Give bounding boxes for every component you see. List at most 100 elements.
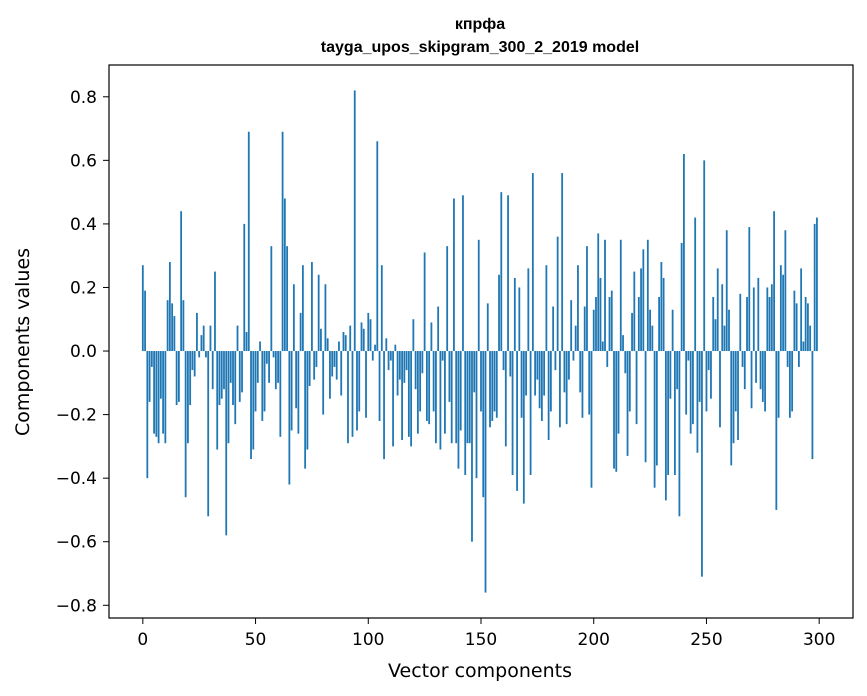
bar-component-190 [570, 300, 573, 352]
bar-component-163 [509, 351, 512, 377]
bar-component-83 [329, 351, 331, 399]
bar-component-188 [565, 351, 568, 425]
bar-component-283 [779, 265, 782, 352]
bar-component-251 [707, 351, 710, 371]
bar-component-277 [766, 287, 769, 352]
bar-component-276 [764, 351, 766, 412]
bar-component-36 [223, 351, 225, 390]
bar-component-177 [540, 351, 543, 421]
bar-component-139 [455, 351, 458, 444]
y-tick-label: 0.2 [70, 278, 97, 298]
bar-component-145 [468, 351, 471, 444]
bar-component-71 [301, 265, 304, 352]
bar-component-252 [710, 351, 712, 399]
y-tick-label: 0.0 [70, 342, 97, 362]
bar-component-156 [493, 351, 496, 412]
bar-component-176 [538, 351, 541, 409]
x-tick-label: 50 [245, 630, 267, 650]
bar-component-82 [326, 338, 329, 352]
bar-component-0 [141, 265, 144, 352]
bar-component-273 [757, 277, 760, 352]
bar-component-126 [425, 351, 428, 421]
bar-component-121 [414, 351, 417, 390]
bar-component-103 [374, 344, 376, 352]
bar-component-120 [412, 319, 415, 352]
bar-component-20 [187, 351, 189, 444]
y-tick-label: 0.8 [70, 88, 97, 108]
bar-component-98 [362, 328, 365, 352]
bar-component-8 [159, 351, 162, 399]
bar-component-89 [342, 331, 345, 352]
bar-component-33 [216, 351, 219, 450]
bar-component-153 [486, 303, 489, 352]
bar-component-92 [349, 325, 352, 352]
bar-component-174 [534, 351, 537, 396]
bar-component-63 [283, 198, 286, 352]
bar-component-143 [464, 351, 467, 475]
bar-component-78 [317, 274, 320, 352]
bar-component-18 [182, 300, 185, 352]
bar-component-292 [800, 268, 803, 352]
bar-component-129 [432, 351, 435, 412]
x-tick-label: 200 [578, 630, 610, 650]
bar-component-211 [617, 351, 620, 434]
bar-component-270 [750, 351, 753, 409]
bar-component-57 [270, 246, 273, 352]
bar-component-225 [649, 309, 651, 352]
bar-component-138 [453, 198, 455, 352]
bar-component-250 [705, 351, 708, 412]
bar-component-239 [680, 242, 683, 352]
bar-component-66 [290, 351, 293, 431]
y-tick-label: −0.2 [56, 406, 97, 426]
bar-component-58 [272, 351, 275, 358]
bar-component-114 [398, 351, 401, 380]
bar-component-85 [333, 351, 336, 367]
bar-component-104 [376, 141, 379, 352]
bar-component-287 [788, 351, 791, 418]
x-tick-label: 150 [465, 630, 497, 650]
bar-component-210 [615, 351, 618, 472]
bar-component-31 [211, 351, 214, 390]
bar-component-60 [277, 351, 279, 383]
bar-component-159 [500, 192, 503, 352]
bar-component-232 [664, 351, 667, 501]
bar-component-21 [189, 351, 192, 406]
bar-component-5 [153, 351, 155, 434]
bar-component-200 [592, 309, 595, 352]
bar-series [141, 90, 818, 593]
bar-component-74 [308, 351, 311, 386]
bar-component-205 [604, 239, 606, 352]
bar-component-119 [410, 351, 413, 447]
chart-title: кпрфа [455, 16, 505, 33]
bar-component-238 [678, 351, 681, 517]
bar-component-206 [606, 351, 609, 367]
bar-component-203 [599, 277, 602, 352]
bar-component-6 [155, 351, 158, 437]
bar-component-9 [162, 351, 165, 434]
bar-component-249 [703, 160, 706, 352]
bar-component-3 [148, 351, 151, 402]
bar-component-236 [673, 351, 676, 475]
bar-component-265 [739, 293, 742, 352]
bar-component-290 [795, 303, 798, 352]
bar-component-105 [378, 351, 381, 421]
bar-component-64 [286, 246, 289, 352]
bar-component-178 [543, 351, 546, 396]
bar-component-81 [324, 284, 327, 352]
bar-component-154 [489, 351, 491, 428]
bar-component-27 [202, 325, 205, 352]
bar-component-70 [299, 312, 302, 352]
bar-component-135 [446, 246, 449, 352]
bar-component-144 [466, 351, 469, 444]
bar-component-11 [166, 300, 169, 352]
bar-component-299 [816, 217, 818, 352]
bar-component-37 [225, 351, 228, 536]
bar-component-53 [261, 351, 264, 421]
bar-component-158 [498, 274, 500, 352]
bar-component-243 [689, 351, 692, 434]
x-tick-label: 300 [803, 630, 835, 650]
bar-component-221 [640, 268, 642, 352]
bar-component-169 [522, 351, 525, 504]
bar-component-173 [531, 173, 534, 352]
bar-component-269 [748, 227, 751, 352]
